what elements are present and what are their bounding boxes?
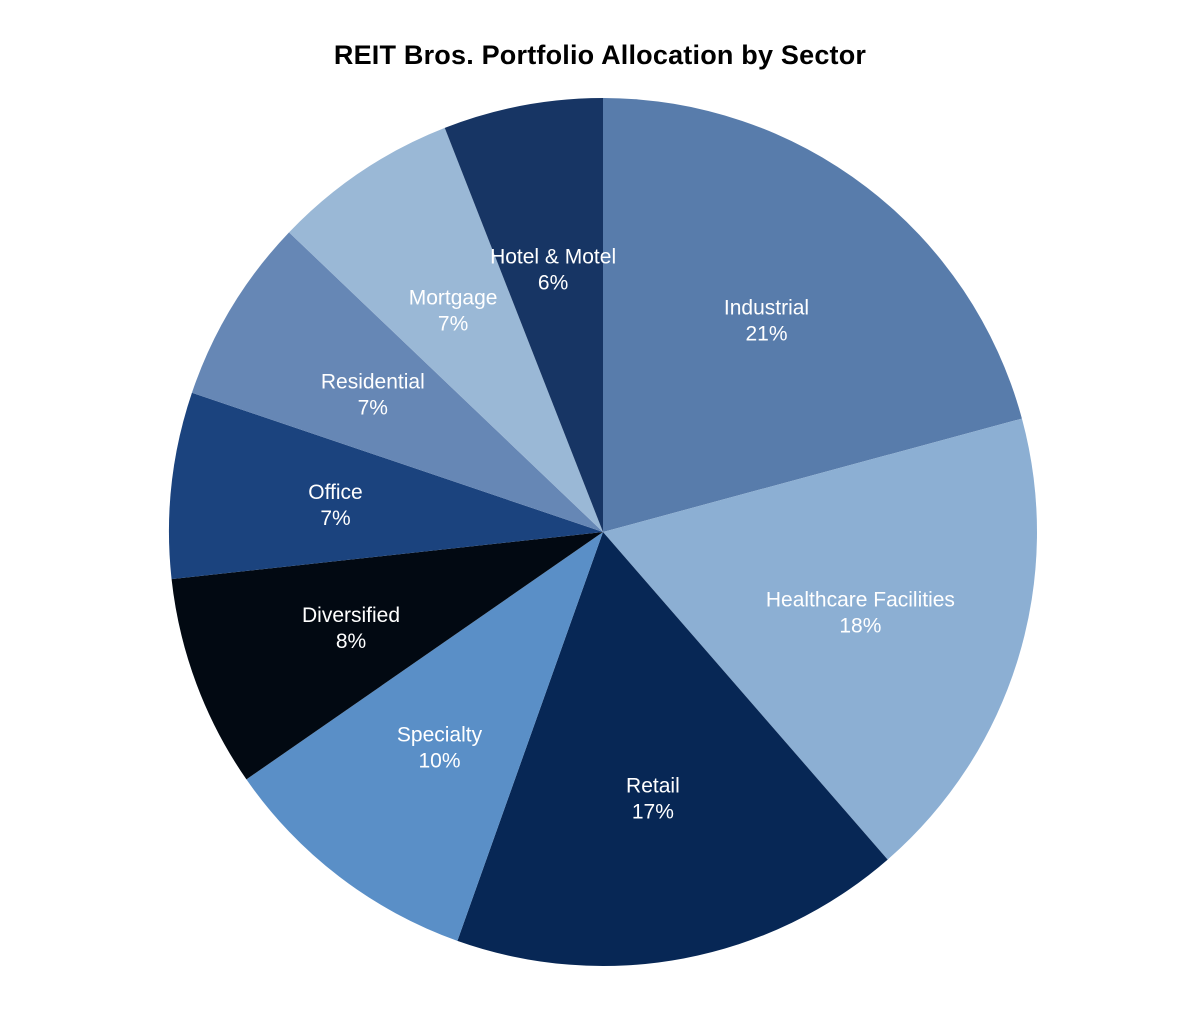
slice-percent-label: 17% [632,800,674,823]
slice-percent-label: 18% [839,614,881,637]
slice-category-label: Specialty [397,724,483,747]
slice-percent-label: 7% [358,397,388,420]
slice-category-label: Industrial [724,296,809,319]
pie-slice-healthcare-facilities [603,418,1037,860]
slice-category-label: Mortgage [409,287,498,310]
slice-percent-label: 10% [418,750,460,773]
pie-slices [168,98,1037,966]
slice-category-label: Healthcare Facilities [766,588,955,611]
pie-labels: Industrial 21% Healthcare Facilities 18% Ret… [302,246,955,824]
slice-category-label: Diversified [302,604,400,627]
slice-percent-label: 7% [438,313,468,336]
pie-slice-specialty [246,532,604,941]
slice-label-diversified: Diversified 8% [302,604,400,653]
pie-slice-diversified [171,532,603,780]
slice-label-mortgage: Mortgage 7% [409,287,498,336]
pie-slice-residential [191,232,603,533]
slice-percent-label: 21% [745,322,787,345]
pie-slice-hotel-and-motel [444,98,603,532]
slice-percent-label: 8% [336,630,366,653]
slice-percent-label: 6% [538,272,568,295]
slice-label-healthcare-facilities: Healthcare Facilities 18% [766,588,955,637]
slice-label-residential: Residential 7% [321,371,425,420]
slice-percent-label: 7% [320,507,350,530]
pie-slice-retail [457,532,888,966]
slice-category-label: Hotel & Motel [490,246,616,269]
pie-slice-industrial [603,98,1022,532]
slice-label-specialty: Specialty 10% [397,724,483,773]
pie-slice-office [168,392,604,580]
chart-title: REIT Bros. Portfolio Allocation by Secto… [333,40,867,70]
slice-category-label: Retail [626,774,680,797]
slice-category-label: Office [308,481,362,504]
slice-category-label: Residential [321,371,425,394]
slice-label-hotel-and-motel: Hotel & Motel 6% [490,246,616,295]
slice-label-retail: Retail 17% [626,774,680,823]
slice-label-office: Office 7% [308,481,362,530]
pie-slice-mortgage [289,127,603,532]
slice-label-industrial: Industrial 21% [724,296,809,345]
